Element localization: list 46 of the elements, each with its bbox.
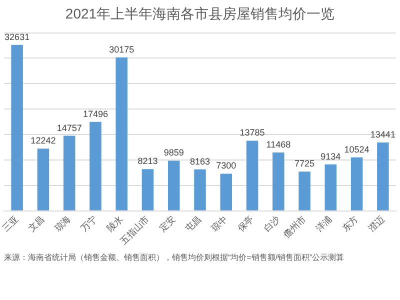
source-note: 来源：海南省统计局（销售金额、销售面积），销售均价则根据“均价=销售额/销售面积”公示测算 xyxy=(3,252,346,264)
x-tick-label: 定安 xyxy=(157,214,178,234)
data-label: 10524 xyxy=(344,144,370,154)
data-label: 11468 xyxy=(266,140,291,150)
bar xyxy=(11,44,23,210)
x-tick-label: 陵水 xyxy=(104,214,125,234)
x-tick-label: 文昌 xyxy=(26,214,46,234)
data-label: 13785 xyxy=(240,128,265,138)
x-tick-label: 琼海 xyxy=(52,214,73,234)
data-label: 32631 xyxy=(4,32,30,42)
bar xyxy=(63,136,76,210)
x-tick-label: 洋浦 xyxy=(314,214,334,234)
x-tick-label: 琼中 xyxy=(210,214,230,234)
data-label: 7300 xyxy=(216,160,236,171)
bar xyxy=(324,164,337,210)
data-label: 12242 xyxy=(30,136,56,146)
x-tick-label: 万宁 xyxy=(78,214,99,234)
x-tick-label: 三亚 xyxy=(0,214,20,234)
data-label: 13441 xyxy=(370,129,396,140)
x-tick-label: 东方 xyxy=(340,214,360,234)
data-label: 30175 xyxy=(109,44,134,54)
bar xyxy=(116,57,128,210)
x-tick-label: 澄迈 xyxy=(366,214,386,234)
bar xyxy=(142,169,154,210)
bar xyxy=(194,169,206,210)
x-tick-label: 儋州市 xyxy=(282,214,308,240)
bar xyxy=(298,172,310,210)
x-tick-label: 屯昌 xyxy=(183,214,204,234)
bar xyxy=(272,152,284,210)
bar xyxy=(377,142,389,210)
bar xyxy=(168,160,180,210)
bar xyxy=(90,122,102,210)
data-label: 8163 xyxy=(190,156,210,166)
bar xyxy=(37,148,50,210)
x-tick-label: 白沙 xyxy=(262,214,282,234)
data-label: 14757 xyxy=(56,122,82,133)
data-label: 9859 xyxy=(164,148,184,158)
chart-title: 2021年上半年海南各市县房屋销售均价一览 xyxy=(65,5,335,22)
data-label: 17496 xyxy=(82,108,108,119)
bar xyxy=(350,157,363,210)
data-label: 9134 xyxy=(320,151,341,162)
data-label: 8213 xyxy=(138,156,158,166)
bar xyxy=(220,174,232,210)
data-label: 7725 xyxy=(294,158,315,169)
bar xyxy=(246,140,258,210)
x-tick-label: 保亭 xyxy=(236,214,256,234)
